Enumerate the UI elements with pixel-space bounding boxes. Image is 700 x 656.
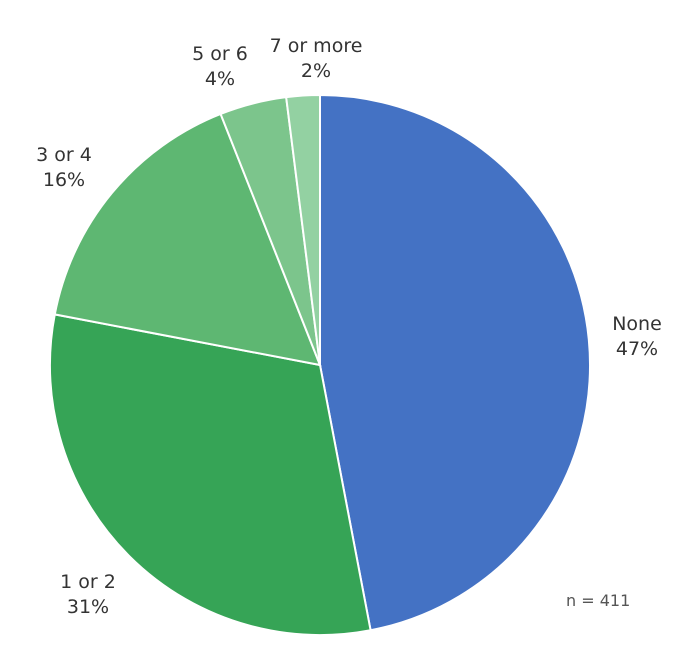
slice-value-label: 4%	[205, 68, 235, 90]
pie-slice-none	[319, 93, 591, 632]
pie-slices	[49, 93, 591, 636]
slice-label: 7 or more	[270, 35, 363, 57]
pie-slice-3-or-4	[53, 112, 322, 367]
slice-value-label: 16%	[43, 169, 85, 191]
slice-label: 5 or 6	[192, 43, 248, 65]
slice-label: None	[612, 313, 662, 335]
pie-labels: None 47% 1 or 2 31% 3 or 4 16% 5 or 6 4% 7 or mo…	[36, 35, 662, 618]
sample-size-note: n = 411	[566, 591, 630, 610]
slice-value-label: 2%	[301, 60, 331, 82]
slice-label: 3 or 4	[36, 144, 92, 166]
pie-slice-7-or-more	[285, 93, 321, 366]
slice-value-label: 47%	[616, 338, 658, 360]
pie-slice-1-or-2	[49, 313, 372, 636]
slice-label: 1 or 2	[60, 571, 116, 593]
slice-value-label: 31%	[67, 596, 109, 618]
